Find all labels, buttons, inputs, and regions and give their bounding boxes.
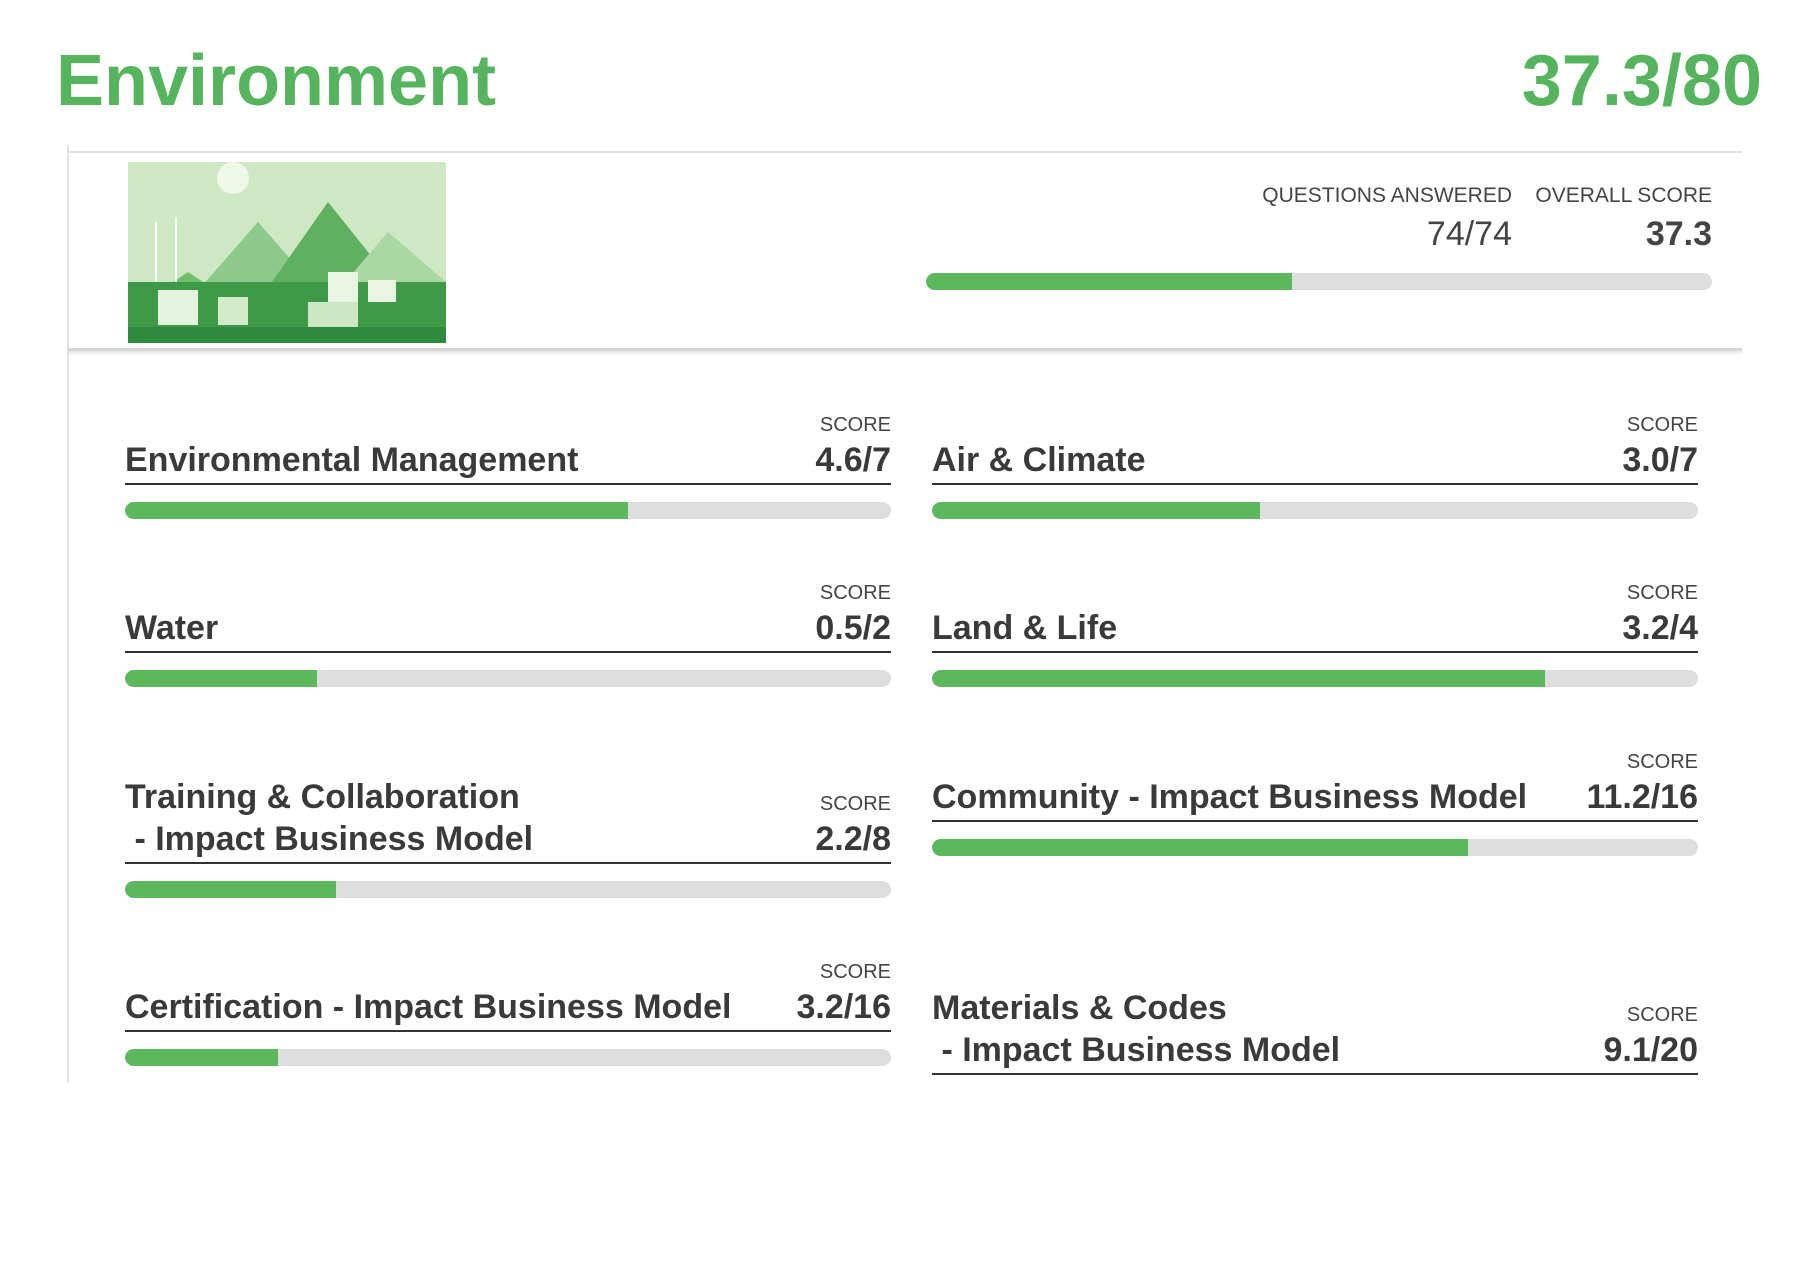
item-name: Community - Impact Business Model	[932, 778, 1528, 816]
item-header: Land & Life SCORE 3.2/4	[932, 579, 1698, 653]
score-value: 11.2/16	[1586, 778, 1698, 816]
score-label: SCORE	[1626, 582, 1698, 604]
overall-value: 37.3	[1645, 215, 1712, 253]
score-value: 0.5/2	[815, 609, 891, 647]
progress-track	[932, 670, 1698, 687]
item-header: Certification - Impact Business Model SCO…	[125, 958, 891, 1032]
item-name: Materials & Codes - Impact Business Mode…	[932, 989, 1341, 1069]
score-value: 3.2/4	[1622, 609, 1698, 647]
environment-illustration	[128, 162, 446, 343]
score-label: SCORE	[1626, 1004, 1698, 1026]
item-score: SCORE 3.2/16	[796, 958, 891, 1028]
score-label: SCORE	[1626, 751, 1698, 773]
total-score: 37.3/80	[1521, 41, 1762, 121]
progress-fill	[932, 502, 1261, 519]
progress-track	[125, 1049, 891, 1066]
progress-fill	[926, 273, 1293, 290]
page-title: Environment	[56, 41, 497, 121]
score-value: 4.6/7	[815, 441, 891, 479]
progress-track	[125, 881, 891, 898]
item-score: SCORE 0.5/2	[815, 579, 891, 649]
item-name: Water	[125, 609, 219, 647]
progress-fill	[932, 839, 1469, 856]
item-score: SCORE 2.2/8	[815, 790, 891, 860]
progress-track	[926, 273, 1712, 290]
card-border	[67, 145, 69, 1083]
item-score: SCORE 11.2/16	[1586, 748, 1698, 818]
item-header: Materials & Codes - Impact Business Mode…	[932, 987, 1698, 1075]
progress-fill	[125, 502, 629, 519]
item-header: Community - Impact Business Model SCORE 11…	[932, 748, 1698, 822]
score-label: SCORE	[819, 414, 891, 436]
progress-fill	[125, 670, 317, 687]
item-score: SCORE 3.0/7	[1622, 411, 1698, 481]
item-name: Certification - Impact Business Model	[125, 988, 732, 1026]
score-label: SCORE	[819, 961, 891, 983]
card-divider	[68, 348, 1742, 351]
progress-fill	[125, 881, 336, 898]
progress-fill	[125, 1049, 279, 1066]
item-header: Air & Climate SCORE 3.0/7	[932, 411, 1698, 485]
item-score: SCORE 4.6/7	[815, 411, 891, 481]
overall-label: OVERALL SCORE	[1535, 184, 1712, 207]
score-value: 2.2/8	[815, 820, 891, 858]
score-value: 3.0/7	[1622, 441, 1698, 479]
item-header: Environmental Management SCORE 4.6/7	[125, 411, 891, 485]
progress-track	[125, 502, 891, 519]
item-name: Training & Collaboration - Impact Busine…	[125, 778, 534, 858]
score-label: SCORE	[1626, 414, 1698, 436]
item-score: SCORE 3.2/4	[1622, 579, 1698, 649]
item-score: SCORE 9.1/20	[1603, 1001, 1698, 1071]
progress-track	[932, 839, 1698, 856]
progress-track	[125, 670, 891, 687]
questions-label: QUESTIONS ANSWERED	[1262, 184, 1512, 207]
score-label: SCORE	[819, 793, 891, 815]
item-name: Air & Climate	[932, 441, 1146, 479]
progress-track	[932, 502, 1698, 519]
progress-fill	[932, 670, 1545, 687]
score-value: 9.1/20	[1603, 1031, 1698, 1069]
score-label: SCORE	[819, 582, 891, 604]
item-name: Land & Life	[932, 609, 1118, 647]
score-value: 3.2/16	[796, 988, 891, 1026]
questions-value: 74/74	[1426, 215, 1512, 253]
item-header: Training & Collaboration - Impact Busine…	[125, 776, 891, 864]
item-header: Water SCORE 0.5/2	[125, 579, 891, 653]
item-name: Environmental Management	[125, 441, 579, 479]
card-border	[68, 151, 1742, 153]
